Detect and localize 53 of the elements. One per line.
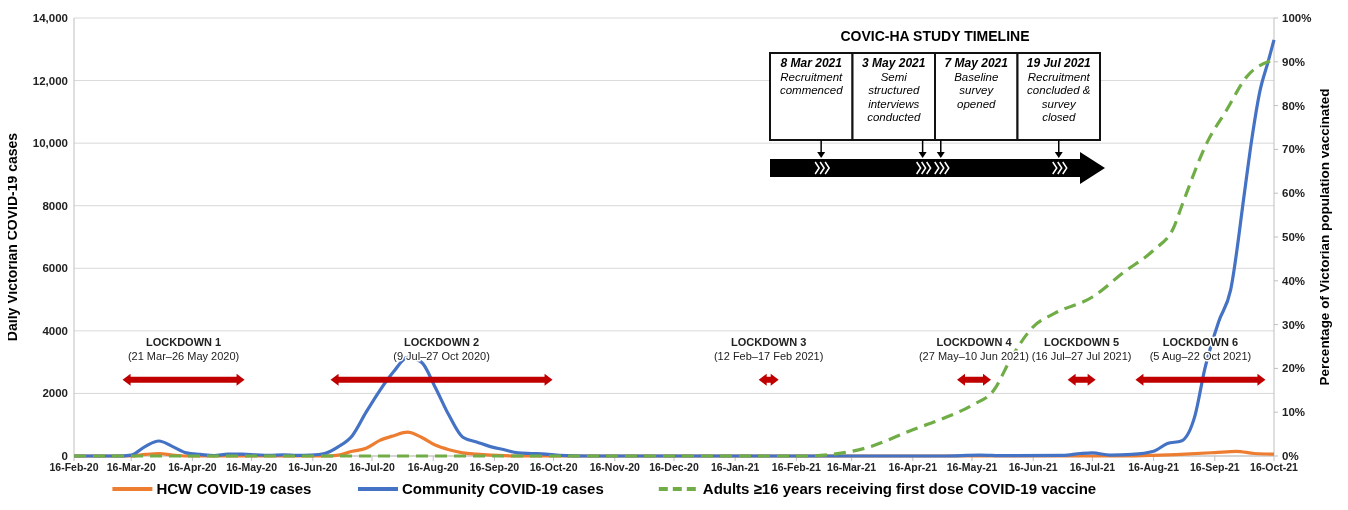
y2-tick-label: 40% bbox=[1282, 274, 1306, 287]
y2-tick-label: 90% bbox=[1282, 55, 1306, 68]
annotation: LOCKDOWN 5 (16 Jul–27 Jul 2021) bbox=[1031, 335, 1132, 362]
x-tick-label: 16-Jul-21 bbox=[1069, 461, 1116, 473]
legend-label: Adults ≥16 years receiving first dose COVID-19 vaccine bbox=[702, 480, 1097, 497]
x-tick-label: 16-Dec-20 bbox=[649, 461, 699, 473]
x-tick-label: 16-Aug-20 bbox=[407, 461, 459, 473]
y2-tick-label: 30% bbox=[1282, 318, 1306, 331]
y2-tick-label: 10% bbox=[1282, 406, 1306, 419]
y-tick-label: 12,000 bbox=[32, 74, 68, 87]
x-tick-label: 16-Mar-20 bbox=[106, 461, 156, 473]
y-tick-label: 4000 bbox=[42, 324, 68, 337]
x-tick-label: 16-May-21 bbox=[946, 461, 998, 473]
y2-axis-title: Percentage of Victorian population vaccinated bbox=[1317, 88, 1332, 386]
x-tick-label: 16-Feb-21 bbox=[771, 461, 822, 473]
y-tick-label: 14,000 bbox=[32, 12, 68, 24]
x-tick-label: 16-Oct-21 bbox=[1250, 461, 1299, 473]
y2-tick-label: 60% bbox=[1282, 187, 1306, 200]
annotation: 8 Mar 2021 Recruitment commenced bbox=[779, 56, 844, 96]
y2-tick-label: 20% bbox=[1282, 362, 1306, 375]
y2-tick-label: 70% bbox=[1282, 143, 1306, 156]
legend-label: Community COVID-19 cases bbox=[402, 480, 604, 497]
annotation: LOCKDOWN 3 (12 Feb–17 Feb 2021) bbox=[713, 335, 824, 362]
x-tick-label: 16-Apr-20 bbox=[168, 461, 217, 473]
y-tick-label: 6000 bbox=[42, 262, 68, 275]
annotation: LOCKDOWN 1 (21 Mar–26 May 2020) bbox=[127, 335, 240, 362]
x-tick-label: 16-Nov-20 bbox=[589, 461, 641, 473]
y2-tick-label: 50% bbox=[1282, 231, 1306, 243]
x-tick-label: 16-Jun-21 bbox=[1008, 461, 1058, 473]
x-tick-label: 16-Jan-21 bbox=[710, 461, 760, 473]
x-tick-label: 16-Sep-21 bbox=[1189, 461, 1240, 473]
y-tick-label: 8000 bbox=[42, 199, 68, 212]
x-tick-label: 16-Mar-21 bbox=[827, 461, 877, 473]
annotation: 19 Jul 2021 Recruitment concluded & survey closed bbox=[1026, 56, 1092, 123]
x-tick-label: 16-Apr-21 bbox=[888, 461, 938, 473]
annotation: 3 May 2021 Semi structured interviews conducted bbox=[862, 56, 926, 123]
x-tick-label: 16-Feb-20 bbox=[49, 461, 99, 473]
y-tick-label: 0 bbox=[61, 450, 68, 462]
legend-label: HCW COVID-19 cases bbox=[156, 480, 312, 497]
x-tick-label: 16-Aug-21 bbox=[1128, 461, 1180, 473]
x-tick-label: 16-Jun-20 bbox=[288, 461, 338, 473]
annotation: LOCKDOWN 2 (9 Jul–27 Oct 2020) bbox=[393, 335, 490, 362]
y2-tick-label: 0% bbox=[1282, 450, 1299, 462]
y-tick-label: 2000 bbox=[42, 387, 68, 400]
annotation: 7 May 2021 Baseline survey opened bbox=[944, 56, 1009, 110]
y2-tick-label: 100% bbox=[1282, 12, 1312, 24]
y-tick-label: 10,000 bbox=[32, 137, 68, 150]
y2-tick-label: 80% bbox=[1282, 99, 1306, 112]
annotation: COVIC-HA STUDY TIMELINE bbox=[840, 28, 1030, 44]
x-tick-label: 16-May-20 bbox=[226, 461, 278, 473]
x-tick-label: 16-Jul-20 bbox=[349, 461, 395, 473]
x-tick-label: 16-Sep-20 bbox=[469, 461, 520, 473]
x-tick-label: 16-Oct-20 bbox=[529, 461, 578, 473]
